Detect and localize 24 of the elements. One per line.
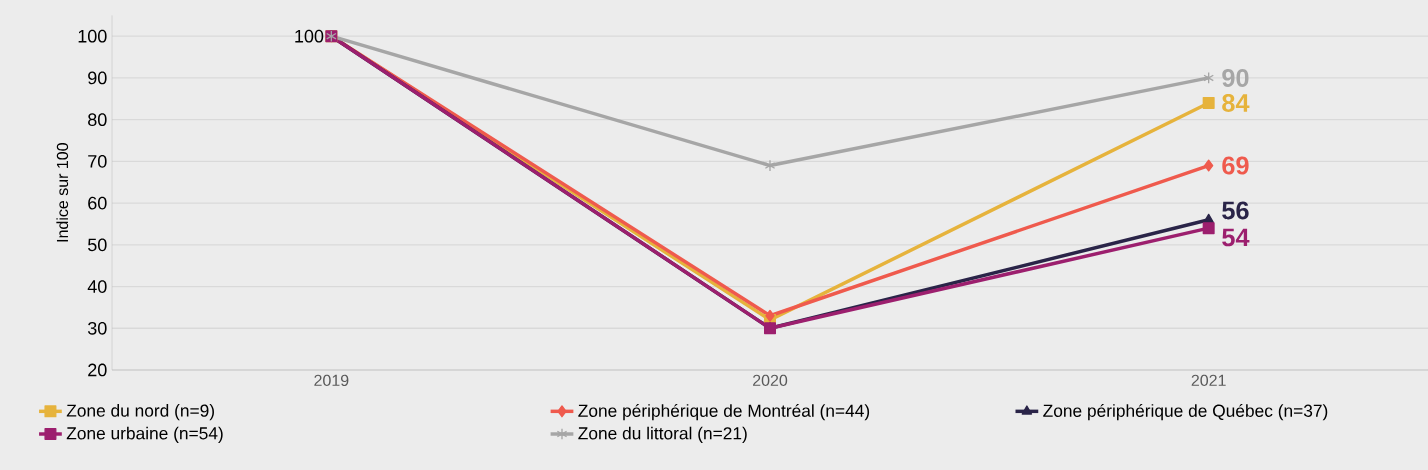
y-tick-label: 40 xyxy=(87,280,107,293)
x-tick-label: 2020 xyxy=(753,374,788,387)
x-tick-label: 2021 xyxy=(1191,374,1226,387)
y-tick-label: 90 xyxy=(88,71,107,85)
data-label: 69 xyxy=(1222,156,1249,175)
y-tick-label: 50 xyxy=(87,238,107,252)
y-tick-label: 20 xyxy=(88,363,107,377)
data-label: 90 xyxy=(1222,68,1249,87)
y-tick-label: 60 xyxy=(88,196,107,210)
legend-label: Zone urbaine (n=54) xyxy=(66,426,223,443)
legend-label: Zone du nord (n=9) xyxy=(66,404,214,421)
data-label: 54 xyxy=(1222,228,1250,247)
data-label: 84 xyxy=(1222,93,1250,112)
y-tick-label: 70 xyxy=(88,155,107,168)
legend-label: Zone du littoral (n=21) xyxy=(578,426,747,443)
y-tick-label: 30 xyxy=(87,321,107,335)
y-axis-title: Indice sur 100 xyxy=(56,143,69,242)
x-tick-label: 2019 xyxy=(314,374,349,387)
legend-label: Zone périphérique de Québec (n=37) xyxy=(1043,403,1328,421)
y-tick-label: 80 xyxy=(88,113,107,127)
data-label: 100 xyxy=(295,29,324,43)
legend-label: Zone périphérique de Montréal (n=44) xyxy=(578,403,870,421)
y-tick-label: 100 xyxy=(78,29,107,43)
data-label: 56 xyxy=(1222,201,1249,220)
